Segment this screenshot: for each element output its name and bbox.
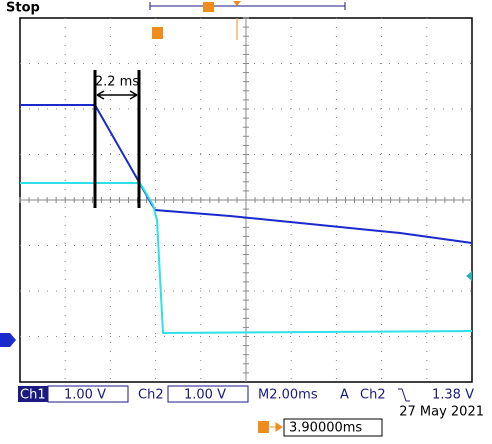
ch2-label: Ch2 [138,388,164,403]
bottom-bar: Ch1 1.00 V Ch2 1.00 V M2.00ms A Ch2 1.38… [18,385,474,403]
date: 27 May 2021 [399,405,484,420]
trigger-arrow [270,422,283,432]
ch1-badge [18,386,48,402]
annotation: 2.2 ms [95,75,139,90]
ch1-box [47,385,129,403]
ch1-label: Ch1 [20,388,46,403]
trigger-pointer [233,1,241,6]
ch2-trace [20,182,473,335]
trigger-level: 1.38 V [432,388,474,403]
trigger-source: Ch2 [360,388,386,403]
trigger-marker-top [203,2,214,12]
slope-icon [398,388,410,402]
trigger-position: 3.90000ms [289,421,362,436]
status: Stop [6,1,40,16]
ch2-level-marker [466,271,472,281]
timebase: M2.00ms [258,388,318,403]
ch1-scale: 1.00 V [64,388,106,403]
position-box [283,418,383,437]
ch2-box [167,385,249,403]
trigger-marker [152,27,163,39]
record-bracket [149,2,346,10]
trigger-mode: A [340,388,349,403]
ch2-scale: 1.00 V [184,388,226,403]
ch1-marker [0,333,16,347]
dimension-arrow [96,90,138,100]
trigger-icon [258,421,269,433]
